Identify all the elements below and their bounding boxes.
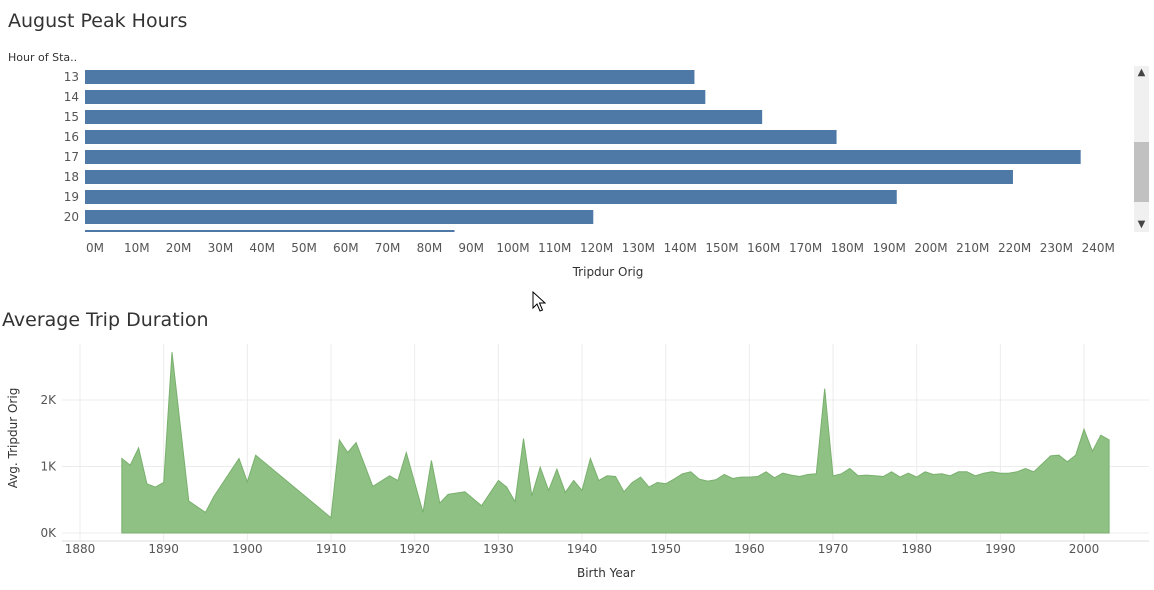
bar-x-tick-label: 70M [375, 241, 401, 255]
bar-x-tick-label: 110M [538, 241, 571, 255]
bar-x-tick-label: 80M [417, 241, 443, 255]
duration-chart-title: Average Trip Duration [2, 309, 209, 331]
bar-category-label: 15 [64, 110, 79, 124]
bar-x-tick-label: 30M [208, 241, 234, 255]
area-x-tick-label: 1950 [650, 542, 681, 556]
area-x-tick-label: 1890 [148, 542, 179, 556]
bar-x-tick-label: 130M [622, 241, 655, 255]
bar-category-label: 16 [64, 130, 79, 144]
bar-x-tick-label: 0M [86, 241, 104, 255]
bar-hour-18 [85, 170, 1013, 184]
area-series-avg-tripdur [121, 352, 1110, 534]
area-x-tick-label: 1910 [316, 542, 347, 556]
area-y-tick-label: 0K [40, 526, 57, 540]
bar-x-tick-label: 40M [249, 241, 275, 255]
area-x-tick-label: 1900 [232, 542, 263, 556]
area-x-tick-label: 1930 [483, 542, 514, 556]
bar-x-tick-label: 200M [914, 241, 947, 255]
bar-x-tick-label: 180M [831, 241, 864, 255]
area-x-tick-label: 1940 [567, 542, 598, 556]
scroll-thumb[interactable] [1134, 142, 1149, 202]
bar-x-tick-label: 220M [998, 241, 1031, 255]
vertical-scrollbar[interactable]: ▲ ▼ [1134, 66, 1149, 232]
bar-hour-17 [85, 150, 1081, 164]
bar-x-tick-label: 210M [956, 241, 989, 255]
area-y-axis-label: Avg. Tripdur Orig [6, 388, 20, 489]
bar-category-label: 13 [64, 70, 79, 84]
bar-x-tick-label: 100M [496, 241, 529, 255]
bar-x-tick-label: 170M [789, 241, 822, 255]
bar-x-tick-label: 90M [458, 241, 484, 255]
bar-hour-partial [85, 230, 455, 232]
bar-x-axis-label: Tripdur Orig [572, 265, 644, 279]
bar-x-tick-label: 10M [124, 241, 150, 255]
bar-x-tick-label: 120M [580, 241, 613, 255]
bar-category-label: 19 [64, 190, 79, 204]
bar-plot-area [85, 70, 1081, 232]
area-x-tick-label: 1880 [65, 542, 96, 556]
trip-duration-area-chart: 1880 1890 1900 1910 1920 1930 1940 1950 1960 1970… [6, 344, 1149, 580]
peak-row-header: Hour of Sta.. [8, 51, 78, 64]
bar-x-tick-label: 190M [873, 241, 906, 255]
bar-hour-20 [85, 210, 594, 224]
area-x-tick-label: 2000 [1069, 542, 1100, 556]
bar-x-tick-label: 240M [1082, 241, 1115, 255]
bar-x-tick-label: 230M [1040, 241, 1073, 255]
bar-hour-15 [85, 110, 763, 124]
area-x-axis-label: Birth Year [577, 566, 635, 580]
bar-category-label: 14 [64, 90, 79, 104]
peak-chart-title: August Peak Hours [8, 10, 188, 32]
bar-hour-13 [85, 70, 695, 84]
area-y-tick-label: 2K [40, 393, 57, 407]
bar-x-tick-label: 20M [166, 241, 192, 255]
area-x-tick-label: 1970 [818, 542, 849, 556]
bar-x-tick-label: 160M [747, 241, 780, 255]
bar-x-tick-label: 60M [333, 241, 359, 255]
bar-hour-16 [85, 130, 837, 144]
bar-hour-14 [85, 90, 706, 104]
bar-x-tick-label: 50M [291, 241, 317, 255]
area-y-tick-label: 1K [40, 460, 57, 474]
bar-hour-19 [85, 190, 897, 204]
bar-x-tick-label: 140M [664, 241, 697, 255]
bar-x-tick-label: 150M [705, 241, 738, 255]
area-x-tick-label: 1980 [901, 542, 932, 556]
area-x-tick-label: 1920 [399, 542, 430, 556]
area-x-tick-label: 1960 [734, 542, 765, 556]
bar-category-label: 18 [64, 170, 79, 184]
scroll-down-icon[interactable]: ▼ [1137, 219, 1146, 230]
mouse-pointer-icon [532, 291, 546, 312]
area-x-tick-label: 1990 [985, 542, 1016, 556]
bar-category-label: 20 [64, 210, 79, 224]
bar-category-label: 17 [64, 150, 79, 164]
scroll-up-icon[interactable]: ▲ [1137, 67, 1146, 78]
